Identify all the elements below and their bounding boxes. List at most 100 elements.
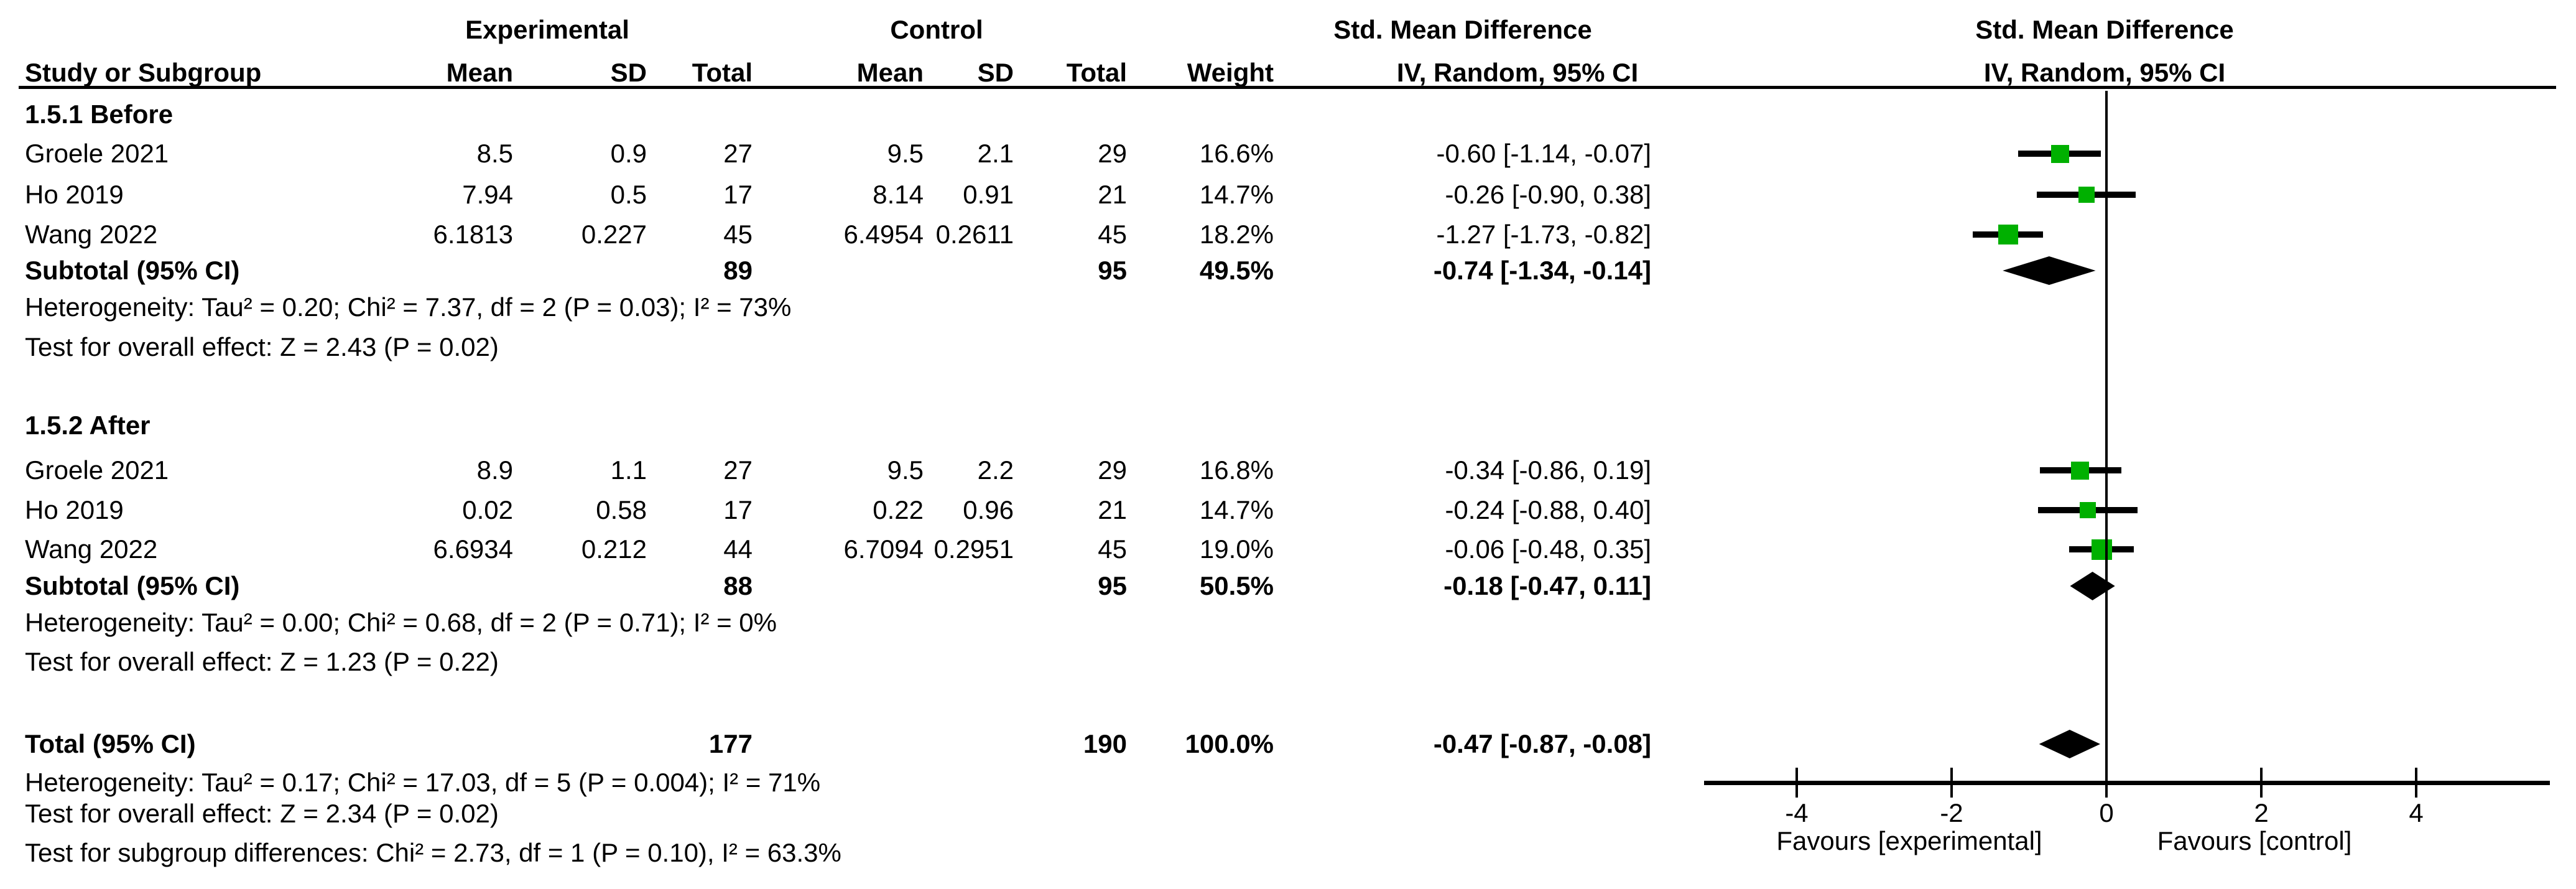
total-control: 29: [1098, 139, 1127, 168]
sd-experimental: 0.58: [596, 495, 647, 524]
sd-experimental: 0.227: [581, 220, 647, 249]
total-experimental: 17: [723, 495, 753, 524]
col-header-study-or-subgroup: Study or Subgroup: [25, 58, 262, 87]
heterogeneity-line: Heterogeneity: Tau² = 0.20; Chi² = 7.37,…: [25, 292, 792, 322]
header-divider-rule: [19, 86, 2556, 89]
total-heterogeneity-line: Heterogeneity: Tau² = 0.17; Chi² = 17.03…: [25, 768, 821, 797]
total-experimental: 88: [723, 571, 753, 600]
sd-experimental: 0.9: [610, 139, 647, 168]
col-group-header-experimental: Experimental: [465, 15, 629, 44]
forest-square-marker: [2071, 461, 2090, 480]
x-axis-tick-label: -4: [1785, 798, 1809, 827]
smd-ci-value: -0.74 [-1.34, -0.14]: [1433, 256, 1651, 285]
sd-control: 2.1: [977, 139, 1014, 168]
subgroup-differences-line: Test for subgroup differences: Chi² = 2.…: [25, 838, 841, 867]
weight-value: 50.5%: [1199, 571, 1274, 600]
total-control: 21: [1098, 180, 1127, 209]
smd-ci-value: -0.24 [-0.88, 0.40]: [1445, 495, 1651, 524]
mean-experimental: 8.5: [476, 139, 513, 168]
forest-square-marker: [2078, 187, 2095, 203]
weight-value: 14.7%: [1199, 180, 1274, 209]
mean-control: 9.5: [887, 455, 924, 485]
forest-square-marker: [2092, 539, 2113, 560]
forest-subtotal-diamond: [2070, 572, 2115, 600]
weight-value: 16.8%: [1199, 455, 1274, 485]
total-experimental: 27: [723, 455, 753, 485]
weight-value: 14.7%: [1199, 495, 1274, 524]
mean-experimental: 8.9: [476, 455, 513, 485]
mean-experimental: 6.6934: [433, 534, 513, 564]
smd-ci-value: -0.06 [-0.48, 0.35]: [1445, 534, 1651, 564]
weight-value: 18.2%: [1199, 220, 1274, 249]
total-control: 45: [1098, 534, 1127, 564]
col-header-sd-control: SD: [977, 58, 1014, 87]
total-overall-effect-line: Test for overall effect: Z = 2.34 (P = 0…: [25, 799, 499, 828]
col-header-mean-control: Mean: [856, 58, 924, 87]
x-axis-tick: [2260, 768, 2263, 798]
total-control: 45: [1098, 220, 1127, 249]
smd-ci-value: -1.27 [-1.73, -0.82]: [1436, 220, 1651, 249]
overall-effect-line: Test for overall effect: Z = 1.23 (P = 0…: [25, 647, 499, 676]
col-header-total-experimental: Total: [692, 58, 753, 87]
col-header-weight: Weight: [1187, 58, 1274, 87]
x-axis-tick-label: 0: [2099, 798, 2114, 827]
col-header-iv-random-plot: IV, Random, 95% CI: [1983, 58, 2226, 87]
mean-experimental: 6.1813: [433, 220, 513, 249]
smd-ci-value: -0.26 [-0.90, 0.38]: [1445, 180, 1651, 209]
favours-experimental-label: Favours [experimental]: [1776, 826, 2042, 855]
x-axis-tick: [1950, 768, 1953, 798]
sd-experimental: 1.1: [610, 455, 647, 485]
x-axis-tick: [1795, 768, 1798, 798]
subtotal-label: Subtotal (95% CI): [25, 256, 240, 285]
col-group-header-smd-table: Std. Mean Difference: [1333, 15, 1592, 44]
subgroup-title: 1.5.2 After: [25, 411, 151, 440]
total-experimental: 27: [723, 139, 753, 168]
x-axis-line: [1704, 781, 2550, 785]
study-name: Wang 2022: [25, 220, 158, 249]
study-name: Groele 2021: [25, 139, 169, 168]
sd-control: 0.2611: [935, 220, 1014, 249]
sd-experimental: 0.212: [581, 534, 647, 564]
study-name: Ho 2019: [25, 180, 124, 209]
total-control: 95: [1098, 256, 1127, 285]
x-axis-tick-label: 2: [2254, 798, 2269, 827]
sd-control: 0.96: [963, 495, 1014, 524]
study-name: Wang 2022: [25, 534, 158, 564]
total-control: 29: [1098, 455, 1127, 485]
total-control: 190: [1083, 729, 1127, 758]
subgroup-title: 1.5.1 Before: [25, 100, 174, 129]
subtotal-label: Subtotal (95% CI): [25, 571, 240, 600]
smd-ci-value: -0.34 [-0.86, 0.19]: [1445, 455, 1651, 485]
x-axis-tick: [2415, 768, 2417, 798]
total-control: 21: [1098, 495, 1127, 524]
zero-effect-line: [2105, 91, 2108, 784]
forest-subtotal-diamond: [2003, 256, 2096, 285]
total-experimental: 45: [723, 220, 753, 249]
col-header-sd-experimental: SD: [610, 58, 647, 87]
favours-control-label: Favours [control]: [2157, 826, 2352, 855]
x-axis-tick: [2105, 768, 2108, 798]
forest-square-marker: [1998, 225, 2018, 244]
total-experimental: 44: [723, 534, 753, 564]
sd-experimental: 0.5: [610, 180, 647, 209]
weight-value: 16.6%: [1199, 139, 1274, 168]
mean-control: 6.4954: [843, 220, 924, 249]
sd-control: 0.2951: [934, 534, 1014, 564]
study-name: Ho 2019: [25, 495, 124, 524]
mean-control: 8.14: [873, 180, 924, 209]
sd-control: 2.2: [977, 455, 1014, 485]
mean-control: 6.7094: [843, 534, 924, 564]
total-experimental: 17: [723, 180, 753, 209]
mean-experimental: 0.02: [462, 495, 513, 524]
mean-experimental: 7.94: [462, 180, 513, 209]
smd-ci-value: -0.47 [-0.87, -0.08]: [1433, 729, 1651, 758]
col-group-header-control: Control: [890, 15, 983, 44]
subtotal-label: Total (95% CI): [25, 729, 196, 758]
weight-value: 19.0%: [1199, 534, 1274, 564]
x-axis-tick-label: -2: [1940, 798, 1963, 827]
study-name: Groele 2021: [25, 455, 169, 485]
overall-effect-line: Test for overall effect: Z = 2.43 (P = 0…: [25, 332, 499, 361]
col-header-iv-random-table: IV, Random, 95% CI: [1396, 58, 1639, 87]
col-header-mean-experimental: Mean: [446, 58, 513, 87]
weight-value: 100.0%: [1185, 729, 1274, 758]
